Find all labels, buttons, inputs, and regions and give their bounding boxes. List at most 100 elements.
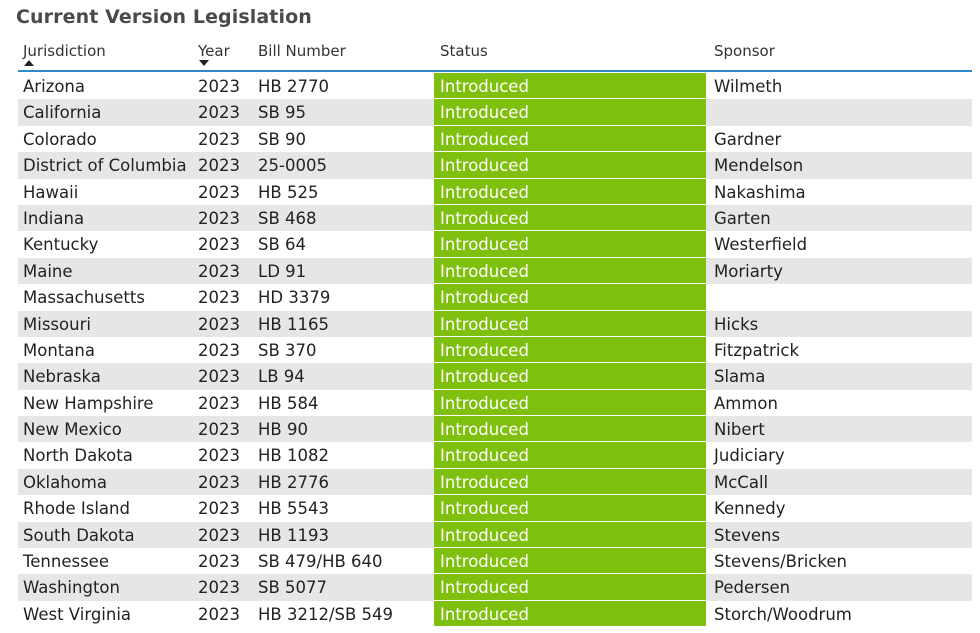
cell-year: 2023 [198, 261, 240, 281]
table-row[interactable]: West Virginia 2023 HB 3212/SB 549 Introduce… [18, 600, 972, 628]
cell-bill-number: HB 525 [258, 182, 319, 202]
cell-sponsor: Slama [714, 367, 766, 387]
cell-jurisdiction: Tennessee [23, 552, 109, 572]
cell-status: Introduced [434, 204, 706, 232]
cell-sponsor: Kennedy [714, 499, 786, 519]
cell-jurisdiction: West Virginia [23, 604, 132, 624]
cell-status: Introduced [434, 363, 706, 390]
cell-year: 2023 [198, 393, 240, 413]
cell-sponsor: Moriarty [714, 261, 783, 281]
cell-jurisdiction: Colorado [23, 129, 97, 149]
cell-status: Introduced [434, 73, 706, 100]
cell-bill-number: HB 3212/SB 549 [258, 604, 394, 624]
cell-status: Introduced [434, 125, 706, 153]
column-header-year[interactable]: Year [198, 42, 230, 60]
cell-jurisdiction: Kentucky [23, 235, 99, 255]
cell-status: Introduced [434, 257, 706, 285]
table-row[interactable]: Rhode Island 2023 HB 5543 Introduced Kennedy [18, 495, 972, 522]
cell-jurisdiction: South Dakota [23, 525, 135, 545]
cell-year: 2023 [198, 578, 240, 598]
cell-bill-number: SB 479/HB 640 [258, 552, 383, 572]
cell-jurisdiction: District of Columbia [23, 156, 187, 176]
cell-year: 2023 [198, 103, 240, 123]
table-title: Current Version Legislation [16, 6, 312, 28]
table-row[interactable]: District of Columbia 2023 25-0005 Introduce… [18, 152, 972, 179]
cell-status: Introduced [434, 442, 706, 469]
cell-sponsor: Ammon [714, 393, 778, 413]
cell-status: Introduced [434, 284, 706, 311]
cell-sponsor: Stevens [714, 525, 781, 545]
column-header-status[interactable]: Status [440, 42, 488, 60]
cell-jurisdiction: Maine [23, 261, 73, 281]
table-row[interactable]: Tennessee 2023 SB 479/HB 640 Introduced Stev… [18, 548, 972, 575]
cell-sponsor: Storch/Woodrum [714, 604, 852, 624]
cell-year: 2023 [198, 314, 240, 334]
cell-status: Introduced [434, 548, 706, 575]
cell-jurisdiction: Hawaii [23, 182, 79, 202]
cell-status: Introduced [434, 99, 706, 126]
cell-sponsor: Nakashima [714, 182, 806, 202]
cell-status: Introduced [434, 521, 706, 549]
table-row[interactable]: New Mexico 2023 HB 90 Introduced Nibert [18, 416, 972, 443]
table-row[interactable]: Nebraska 2023 LB 94 Introduced Slama [18, 363, 972, 390]
table-row[interactable]: Arizona 2023 HB 2770 Introduced Wilmeth [18, 73, 972, 100]
cell-jurisdiction: California [23, 103, 102, 123]
cell-year: 2023 [198, 472, 240, 492]
cell-year: 2023 [198, 182, 240, 202]
cell-jurisdiction: New Mexico [23, 420, 122, 440]
table-row[interactable]: Kentucky 2023 SB 64 Introduced Westerfield [18, 231, 972, 258]
table-row[interactable]: Maine 2023 LD 91 Introduced Moriarty [18, 257, 972, 285]
cell-jurisdiction: Washington [23, 578, 120, 598]
table-row[interactable]: California 2023 SB 95 Introduced [18, 99, 972, 126]
cell-sponsor: Judiciary [714, 446, 785, 466]
table-row[interactable]: Missouri 2023 HB 1165 Introduced Hicks [18, 310, 972, 337]
table-row[interactable]: Hawaii 2023 HB 525 Introduced Nakashima [18, 178, 972, 205]
column-header-sponsor[interactable]: Sponsor [714, 42, 775, 60]
cell-sponsor: Westerfield [714, 235, 808, 255]
cell-bill-number: SB 90 [258, 129, 307, 149]
sort-ascending-icon[interactable] [24, 60, 34, 66]
cell-status: Introduced [434, 389, 706, 417]
cell-sponsor: Garten [714, 208, 771, 228]
cell-sponsor: Hicks [714, 314, 759, 334]
table-row[interactable]: Montana 2023 SB 370 Introduced Fitzpatrick [18, 336, 972, 364]
cell-bill-number: HD 3379 [258, 288, 331, 308]
column-header-bill-number[interactable]: Bill Number [258, 42, 346, 60]
cell-status: Introduced [434, 416, 706, 443]
cell-sponsor: Nibert [714, 420, 765, 440]
cell-year: 2023 [198, 235, 240, 255]
cell-jurisdiction: Rhode Island [23, 499, 130, 519]
table-body: Arizona 2023 HB 2770 Introduced Wilmeth Calif… [18, 73, 972, 628]
table-row[interactable]: Washington 2023 SB 5077 Introduced Pedersen [18, 574, 972, 601]
cell-year: 2023 [198, 552, 240, 572]
cell-status: Introduced [434, 152, 706, 179]
cell-year: 2023 [198, 499, 240, 519]
table-row[interactable]: Indiana 2023 SB 468 Introduced Garten [18, 204, 972, 232]
cell-status: Introduced [434, 310, 706, 337]
table-row[interactable]: South Dakota 2023 HB 1193 Introduced Stevens [18, 521, 972, 549]
table-row[interactable]: Massachusetts 2023 HD 3379 Introduced [18, 284, 972, 311]
cell-bill-number: LB 94 [258, 367, 305, 387]
cell-jurisdiction: Missouri [23, 314, 91, 334]
cell-bill-number: HB 2770 [258, 77, 329, 96]
cell-status: Introduced [434, 231, 706, 258]
sort-descending-icon[interactable] [199, 60, 209, 66]
cell-year: 2023 [198, 77, 240, 96]
cell-bill-number: HB 1193 [258, 525, 329, 545]
cell-jurisdiction: Oklahoma [23, 472, 107, 492]
cell-status: Introduced [434, 600, 706, 628]
cell-year: 2023 [198, 367, 240, 387]
table-row[interactable]: New Hampshire 2023 HB 584 Introduced Ammon [18, 389, 972, 417]
cell-status: Introduced [434, 574, 706, 601]
cell-status: Introduced [434, 336, 706, 364]
table-row[interactable]: Oklahoma 2023 HB 2776 Introduced McCall [18, 468, 972, 496]
cell-status: Introduced [434, 495, 706, 522]
column-header-jurisdiction[interactable]: Jurisdiction [23, 42, 106, 60]
cell-bill-number: SB 95 [258, 103, 307, 123]
cell-status: Introduced [434, 468, 706, 496]
table-row[interactable]: North Dakota 2023 HB 1082 Introduced Judicia… [18, 442, 972, 469]
table-header: Jurisdiction Year Bill Number Status Spo… [18, 40, 972, 72]
cell-bill-number: SB 370 [258, 340, 317, 360]
cell-sponsor: Mendelson [714, 156, 804, 176]
table-row[interactable]: Colorado 2023 SB 90 Introduced Gardner [18, 125, 972, 153]
